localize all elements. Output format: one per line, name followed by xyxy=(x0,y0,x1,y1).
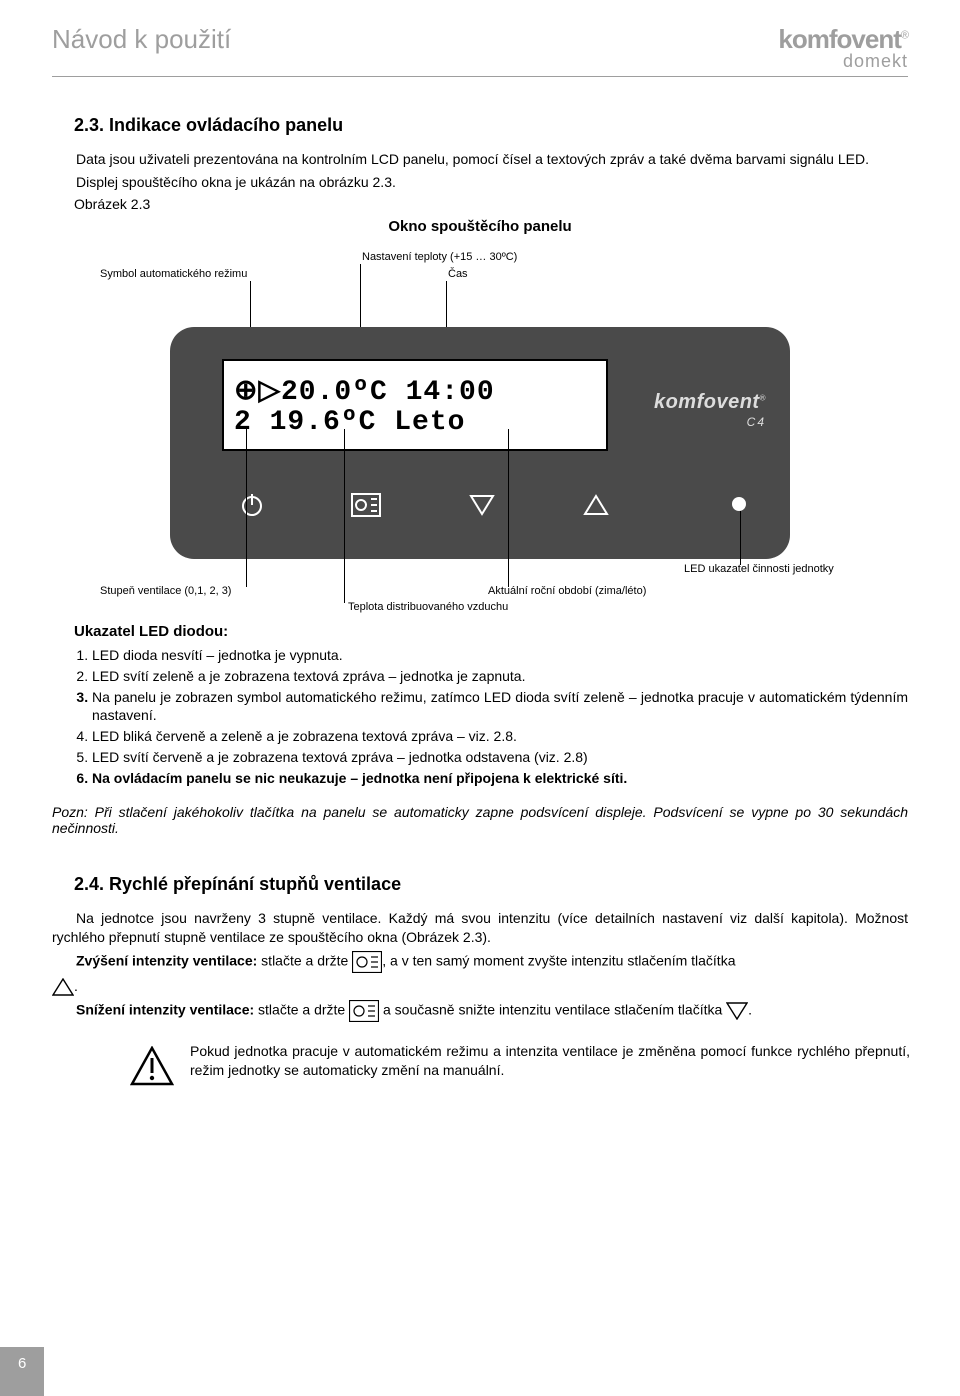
label-distrib: Teplota distribuovaného vzduchu xyxy=(348,601,508,613)
up-triangle-icon xyxy=(52,978,74,996)
warning-box: Pokud jednotka pracuje v automatickém re… xyxy=(130,1042,910,1080)
section-2-4-p3: Snížení intenzity ventilace: stlačte a d… xyxy=(52,1000,908,1022)
control-panel-diagram: Nastavení teploty (+15 … 30ºC) Čas Symbo… xyxy=(100,245,860,605)
label-time: Čas xyxy=(448,268,468,280)
p3-after: a současně snižte intenzitu ventilace st… xyxy=(379,1002,726,1018)
down-triangle-icon xyxy=(726,1002,748,1020)
dot2: . xyxy=(748,1002,752,1018)
section-2-4-heading: 2.4. Rychlé přepínání stupňů ventilace xyxy=(74,874,908,895)
down-icon xyxy=(464,487,500,523)
label-auto: Symbol automatického režimu xyxy=(100,268,247,280)
p2-leading: Zvýšení intenzity ventilace: xyxy=(76,953,257,969)
power-icon xyxy=(234,487,270,523)
led-states-heading: Ukazatel LED diodou: xyxy=(74,623,908,640)
section-2-4-triangle-up: . xyxy=(52,977,908,996)
lcd-row1: ⊕▷20.0ºC 14:00 xyxy=(234,373,495,408)
figure-caption: Obrázek 2.3 xyxy=(74,196,908,212)
p2-after: , a v ten samý moment zvyšte intenzitu s… xyxy=(382,953,735,969)
led-state-2: LED svítí zeleně a je zobrazena textová … xyxy=(92,667,908,686)
section-2-4-p2: Zvýšení intenzity ventilace: stlačte a d… xyxy=(52,951,908,973)
page-header: Návod k použití komfovent® domekt xyxy=(52,24,908,77)
led-state-6: Na ovládacím panelu se nic neukazuje – j… xyxy=(92,769,908,788)
p2-mid: stlačte a držte xyxy=(257,953,352,969)
lcd-row2: 2 19.6ºC Leto xyxy=(234,407,465,438)
panel-brand-sub: C4 xyxy=(747,415,766,429)
label-led: LED ukazatel činnosti jednotky xyxy=(684,563,834,575)
page-number: 6 xyxy=(0,1347,44,1396)
led-state-4: LED bliká červeně a zeleně a je zobrazen… xyxy=(92,727,908,746)
led-state-5: LED svítí červeně a je zobrazena textová… xyxy=(92,748,908,767)
warning-text: Pokud jednotka pracuje v automatickém re… xyxy=(190,1043,910,1078)
section-2-3-heading: 2.3. Indikace ovládacího panelu xyxy=(74,115,908,136)
warning-icon xyxy=(130,1046,174,1086)
brand-name: komfovent xyxy=(778,24,900,54)
led-state-1: LED dioda nesvítí – jednotka je vypnuta. xyxy=(92,646,908,665)
label-season: Aktuální roční období (zima/léto) xyxy=(488,585,646,597)
section-2-4-p1: Na jednotce jsou navrženy 3 stupně venti… xyxy=(52,909,908,947)
section-2-3-p1: Data jsou uživateli prezentována na kont… xyxy=(52,150,908,169)
fan-button-icon-2 xyxy=(349,1000,379,1022)
p3-mid: stlačte a držte xyxy=(254,1002,349,1018)
status-led xyxy=(732,497,746,511)
brand-logo: komfovent® domekt xyxy=(778,24,908,72)
section-2-3-p2: Displej spouštěcího okna je ukázán na ob… xyxy=(52,173,908,192)
panel-unit: ⊕▷20.0ºC 14:00 2 19.6ºC Leto komfovent® … xyxy=(170,327,790,559)
label-temp: Nastavení teploty (+15 … 30ºC) xyxy=(362,251,517,263)
note-text: Pozn: Při stlačení jakéhokoliv tlačítka … xyxy=(52,804,908,836)
lcd-screen: ⊕▷20.0ºC 14:00 2 19.6ºC Leto xyxy=(222,359,608,451)
p3-leading: Snížení intenzity ventilace: xyxy=(76,1002,254,1018)
panel-title: Okno spouštěcího panelu xyxy=(52,218,908,235)
dot1: . xyxy=(74,978,78,994)
panel-brand: komfovent® xyxy=(654,391,766,414)
fan-button-icon xyxy=(352,951,382,973)
led-states-list: LED dioda nesvítí – jednotka je vypnuta.… xyxy=(74,646,908,788)
led-state-3: Na panelu je zobrazen symbol automatické… xyxy=(92,688,908,726)
fan-icon xyxy=(348,487,384,523)
up-icon xyxy=(578,487,614,523)
label-fan: Stupeň ventilace (0,1, 2, 3) xyxy=(100,585,231,597)
page-title: Návod k použití xyxy=(52,24,231,55)
